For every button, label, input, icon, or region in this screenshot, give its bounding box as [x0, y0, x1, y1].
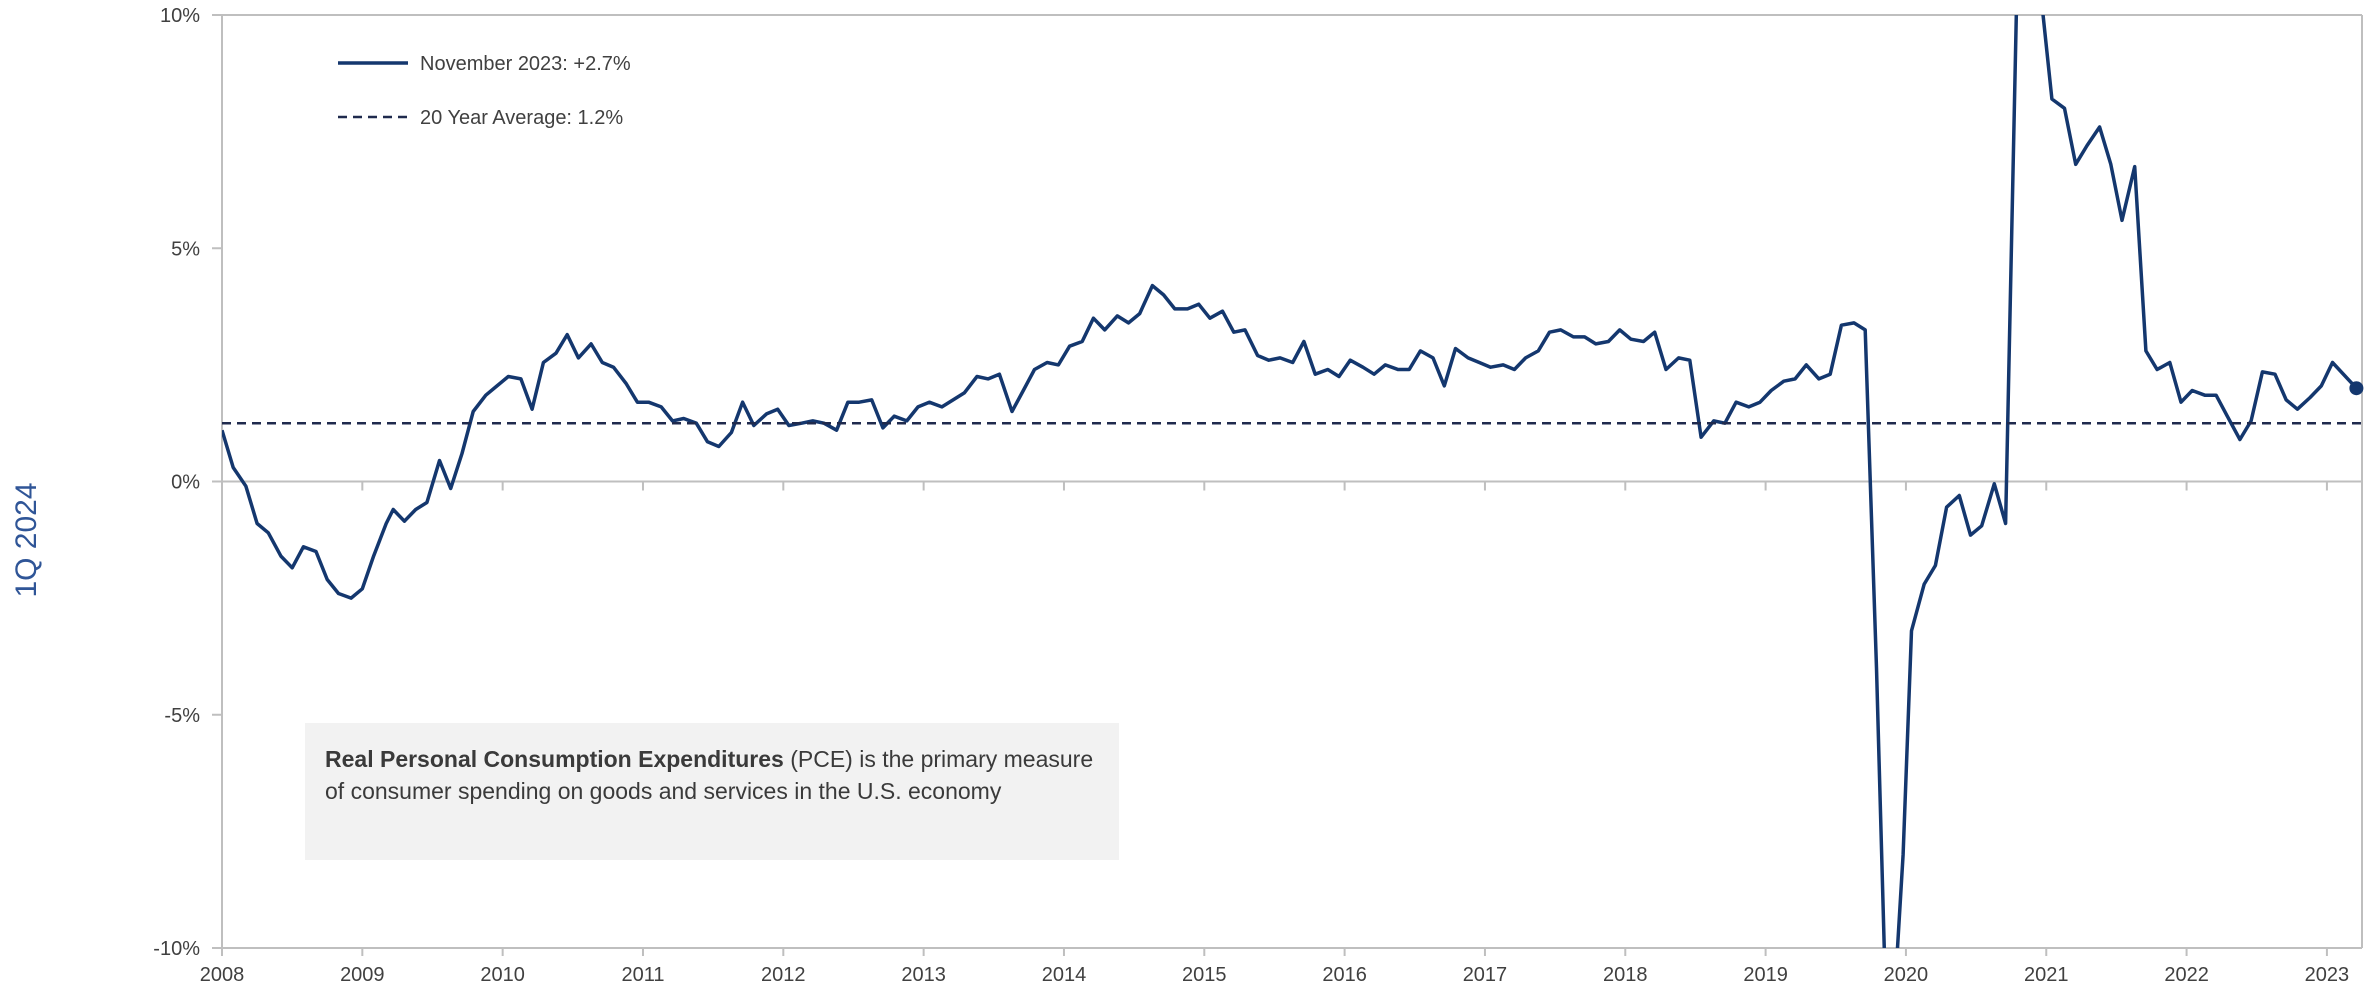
legend-label: November 2023: +2.7% — [420, 53, 631, 75]
y-tick-label: -5% — [164, 705, 200, 727]
annotation-bold-text: Real Personal Consumption Expenditures — [325, 746, 784, 772]
last-point-marker — [2349, 381, 2364, 396]
x-tick-label: 2022 — [2164, 964, 2209, 986]
side-label: 1Q 2024 — [10, 482, 43, 597]
legend: November 2023: +2.7% 20 Year Average: 1.2… — [338, 53, 631, 129]
x-tick-label: 2021 — [2024, 964, 2069, 986]
annotation-text: (PCE) is the primary measure of consumer… — [325, 746, 1094, 804]
x-tick-label: 2008 — [200, 964, 245, 986]
x-tick-label: 2023 — [2305, 964, 2350, 986]
x-tick-label: 2011 — [621, 964, 664, 986]
x-tick-label: 2017 — [1463, 964, 1508, 986]
y-tick-label: 10% — [160, 5, 200, 27]
pce-line — [222, 15, 2358, 948]
x-tick-label: 2012 — [761, 964, 806, 986]
legend-label: 20 Year Average: 1.2% — [420, 107, 623, 129]
x-tick-label: 2019 — [1743, 964, 1788, 986]
x-tick-label: 2018 — [1603, 964, 1648, 986]
x-tick-label: 2009 — [340, 964, 385, 986]
annotation-box: Real Personal Consumption Expenditures (… — [305, 723, 1119, 860]
y-tick-label: 5% — [171, 238, 200, 260]
x-tick-label: 2010 — [480, 964, 525, 986]
y-tick-label: -10% — [153, 938, 200, 960]
x-tick-label: 2014 — [1042, 964, 1087, 986]
x-tick-label: 2016 — [1322, 964, 1367, 986]
tick-labels: 10% 5% 0% -5% -10%2008 2009 2010 2011 2012 2013 20… — [153, 5, 2349, 986]
x-tick-label: 2020 — [1884, 964, 1929, 986]
x-tick-label: 2015 — [1182, 964, 1227, 986]
x-tick-label: 2013 — [901, 964, 946, 986]
series-layer — [222, 15, 2364, 948]
y-tick-label: 0% — [171, 472, 200, 494]
axes-layer — [212, 14, 2363, 956]
